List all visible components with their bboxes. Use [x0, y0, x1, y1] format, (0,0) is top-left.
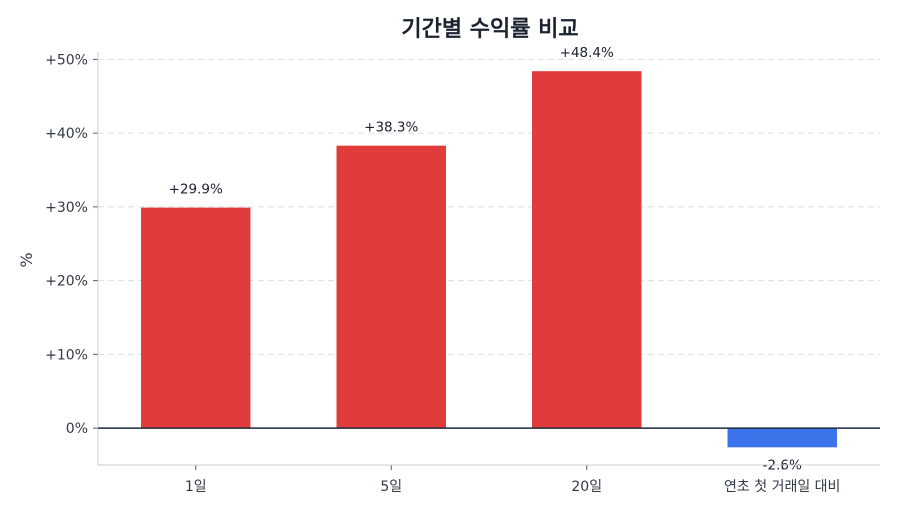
y-tick-label: 0%	[66, 421, 88, 437]
x-tick-label: 1일	[185, 479, 207, 495]
chart-title: 기간별 수익률 비교	[401, 17, 578, 42]
y-tick-label: +20%	[45, 274, 88, 290]
value-labels: +29.9%+38.3%+48.4%-2.6%	[169, 45, 802, 473]
y-tick-label: +40%	[45, 126, 88, 142]
y-axis-ticks: 0% +10% +20% +30% +40% +50%	[45, 52, 98, 437]
bar-4	[727, 428, 837, 448]
bar-2	[336, 145, 446, 429]
y-axis-label: %	[17, 252, 36, 267]
y-tick-label: +30%	[45, 200, 88, 216]
x-axis-labels: 1일 5일 20일 연초 첫 거래일 대비	[185, 465, 840, 495]
bar-1	[141, 207, 251, 429]
data-label-2: +38.3%	[364, 120, 418, 136]
y-tick-label: +10%	[45, 347, 88, 363]
y-tick-label: +50%	[45, 52, 88, 68]
bars	[141, 71, 837, 448]
x-tick-label: 연초 첫 거래일 대비	[724, 479, 840, 495]
bar-3	[532, 71, 642, 429]
x-tick-label: 20일	[571, 479, 602, 495]
data-label-1: +29.9%	[169, 182, 223, 198]
x-tick-label: 5일	[380, 479, 402, 495]
data-label-3: +48.4%	[560, 45, 614, 61]
